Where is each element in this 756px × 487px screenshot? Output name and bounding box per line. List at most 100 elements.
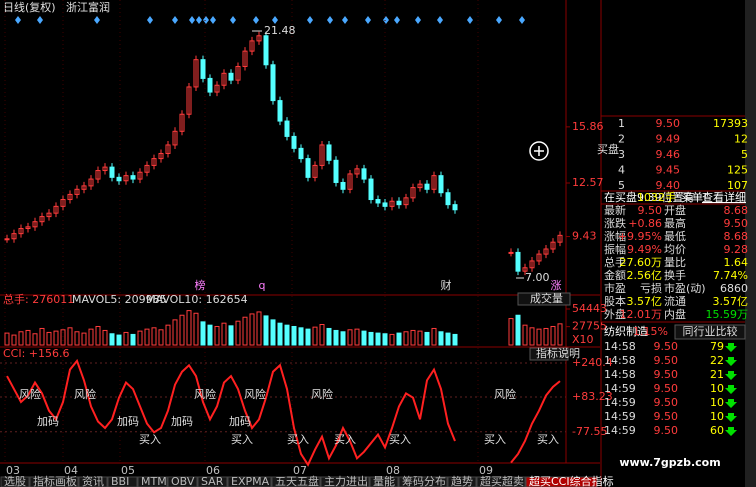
signal-marker — [94, 16, 100, 24]
tab[interactable] — [107, 476, 138, 487]
tab[interactable] — [78, 476, 108, 487]
volume-bar — [403, 331, 409, 346]
watermark: www.7gpzb.com — [619, 456, 720, 469]
x-tick-label: 05 — [121, 464, 135, 477]
cci-line — [510, 380, 561, 464]
tab[interactable] — [398, 476, 448, 487]
candle — [291, 135, 297, 149]
candle — [88, 178, 94, 187]
x-tick-label: 03 — [6, 464, 20, 477]
volume-bar — [410, 329, 416, 346]
stat-value: 9.50 — [724, 217, 749, 230]
bid-volume: 107 — [727, 179, 748, 192]
tab[interactable] — [197, 476, 228, 487]
volume-bar — [354, 328, 360, 346]
industry-button[interactable] — [674, 324, 746, 340]
candle — [543, 248, 549, 255]
volume-bar — [543, 327, 549, 346]
zoom-button[interactable] — [529, 141, 549, 161]
trade-arrow — [725, 371, 737, 380]
help-button[interactable] — [529, 347, 569, 361]
bid-level: 4 — [618, 164, 625, 177]
volume-unit: X10 — [572, 333, 594, 346]
signal-marker — [147, 16, 153, 24]
candle — [522, 267, 528, 272]
candle — [368, 178, 374, 201]
bid-volume: 12 — [734, 133, 748, 146]
y-tick-label: 27755 — [572, 320, 607, 333]
tab[interactable] — [227, 476, 272, 487]
trade-volume: 10 — [710, 382, 724, 395]
event-marker: 财 — [441, 278, 452, 292]
tab[interactable] — [271, 476, 321, 487]
industry-change: 1.15% — [633, 325, 668, 338]
trade-volume: 21 — [710, 368, 724, 381]
high-label: 21.48 — [264, 24, 296, 37]
signal-marker — [365, 16, 371, 24]
stat-value: 8.68 — [724, 204, 749, 217]
signal-marker — [342, 16, 348, 24]
tab[interactable] — [137, 476, 168, 487]
volume-bar — [109, 333, 115, 346]
trade-time: 14:59 — [604, 382, 636, 395]
volume-bar — [452, 333, 458, 346]
trade-time: 14:59 — [604, 424, 636, 437]
signal-marker — [37, 16, 43, 24]
event-marker: q — [259, 279, 266, 292]
volume-bar — [25, 329, 31, 346]
cci-annotation: 买入 — [287, 433, 309, 446]
tab[interactable] — [525, 476, 598, 487]
volume-bar — [81, 332, 87, 346]
cci-annotation: 风险 — [244, 387, 266, 401]
candle — [60, 199, 66, 207]
tab[interactable] — [29, 476, 79, 487]
trade-price: 9.50 — [654, 396, 679, 409]
volume-bar — [515, 314, 521, 346]
signal-marker — [307, 16, 313, 24]
signal-marker — [253, 16, 259, 24]
tab[interactable] — [320, 476, 370, 487]
candle — [228, 72, 234, 81]
volume-bar — [277, 322, 283, 346]
cci-line — [6, 358, 456, 467]
stat-value: 3.57亿 — [713, 295, 749, 308]
volume-bar — [256, 311, 262, 346]
candle — [109, 166, 115, 178]
tab[interactable] — [476, 476, 526, 487]
scrollbar[interactable] — [745, 0, 756, 487]
stat-value: 6860 — [720, 282, 748, 295]
volume-bar — [550, 325, 556, 346]
volume-selector[interactable] — [517, 292, 571, 306]
stat-label: 内盘 — [664, 307, 686, 321]
y-tick-label: 12.57 — [572, 176, 604, 189]
volume-bar — [375, 332, 381, 346]
signal-marker — [189, 16, 195, 24]
tab[interactable] — [0, 476, 30, 487]
signal-marker — [196, 16, 202, 24]
low-label: 7.00 — [525, 271, 550, 284]
volume-bar — [46, 331, 52, 346]
trade-volume: 22 — [710, 354, 724, 367]
cci-annotation: 风险 — [311, 387, 333, 401]
cci-title: CCI: +156.6 — [3, 347, 70, 360]
notice-amount: 1032手 — [637, 190, 676, 204]
tab[interactable] — [447, 476, 477, 487]
candle — [312, 164, 318, 178]
y-tick-label: -77.55 — [572, 425, 607, 438]
candle — [11, 233, 17, 240]
stat-label: 最新 — [604, 203, 626, 217]
candle — [438, 175, 444, 194]
trade-price: 9.50 — [654, 382, 679, 395]
stat-label: 市盈(动) — [664, 281, 706, 295]
candle — [207, 77, 213, 93]
volume-bar — [536, 328, 542, 346]
tab[interactable] — [369, 476, 399, 487]
event-marker: 涨 — [551, 279, 562, 292]
tab[interactable] — [167, 476, 198, 487]
volume-bar — [417, 330, 423, 346]
stat-label: 换手 — [664, 268, 686, 282]
tab-label: MTM — [141, 475, 167, 487]
candle — [172, 130, 178, 146]
y-tick-label: 54443 — [572, 302, 607, 315]
